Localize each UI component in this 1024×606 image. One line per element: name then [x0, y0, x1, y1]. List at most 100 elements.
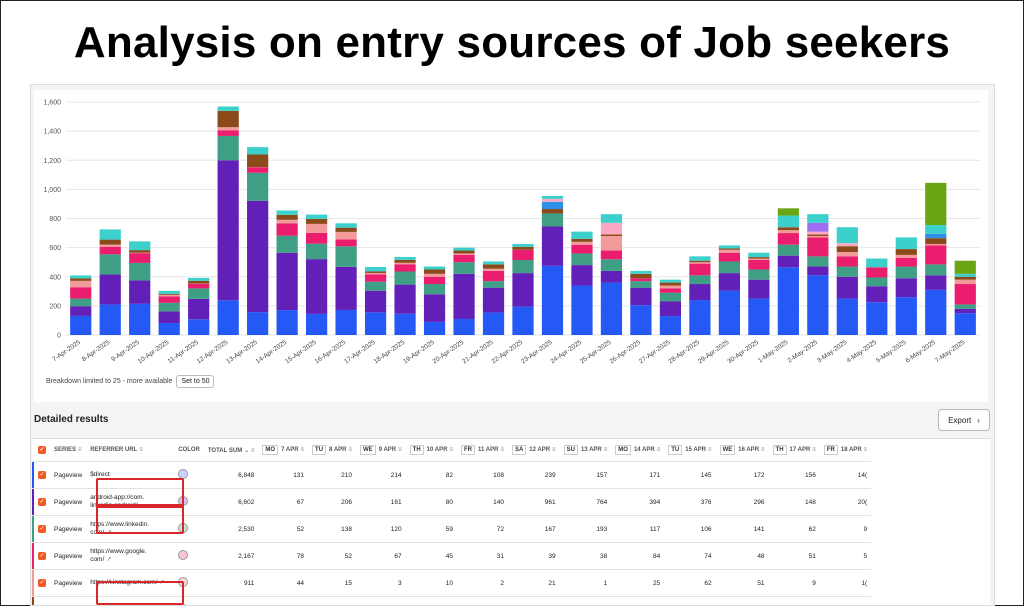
- day-value-cell: 145: [664, 461, 716, 489]
- day-column-header[interactable]: MO 7 APR ≡: [258, 439, 309, 462]
- bar-segment: [718, 249, 741, 253]
- page-title: Analysis on entry sources of Job seekers: [73, 18, 951, 67]
- bar-segment: [129, 241, 151, 251]
- x-tick-label: 13-Apr-2025: [225, 339, 259, 366]
- bar-segment: [866, 277, 888, 287]
- bar-segment: [925, 182, 947, 226]
- day-column-header[interactable]: SA 12 APR ≡: [507, 439, 560, 462]
- day-value-cell: 78: [258, 542, 309, 570]
- bar-segment: [364, 271, 387, 273]
- day-column-header[interactable]: SU 13 APR ≡: [559, 439, 612, 462]
- bar-segment: [129, 253, 151, 263]
- color-cell[interactable]: [174, 461, 204, 489]
- select-all-checkbox[interactable]: ✓: [34, 439, 50, 462]
- series-column-header[interactable]: SERIES ≡: [50, 439, 87, 462]
- bar-segment: [807, 235, 829, 238]
- bar-segment: [305, 232, 328, 244]
- row-checkbox[interactable]: ✓: [34, 488, 50, 516]
- day-value-cell: 117: [611, 515, 665, 543]
- day-value-cell: 214: [356, 461, 406, 489]
- day-value-cell: 148: [768, 488, 820, 516]
- bar-segment: [188, 277, 210, 281]
- day-value-cell: 172: [715, 461, 769, 489]
- day-column-header[interactable]: FR 11 APR ≡: [456, 439, 508, 462]
- bar-segment: [247, 154, 269, 168]
- day-column-header[interactable]: TH 17 APR ≡: [768, 439, 820, 462]
- bar-segment: [453, 254, 475, 263]
- day-value-cell: 15: [308, 569, 357, 597]
- x-tick-label: 21-Apr-2025: [461, 339, 495, 366]
- day-value-cell: 74: [664, 542, 716, 570]
- bar-segment: [807, 231, 829, 235]
- bar-segment: [70, 280, 92, 288]
- day-column-header[interactable]: WE 16 APR ≡: [715, 439, 769, 462]
- row-checkbox[interactable]: ✓: [34, 515, 50, 543]
- row-checkbox[interactable]: ✓: [34, 542, 50, 570]
- day-column-header[interactable]: WE 9 APR ≡: [356, 439, 406, 462]
- row-color-bar-header: [32, 439, 34, 462]
- bar-segment: [129, 250, 151, 253]
- day-value-cell: 52: [308, 542, 357, 570]
- export-button[interactable]: Export ›: [938, 409, 990, 431]
- day-column-header[interactable]: TH 10 APR ≡: [405, 439, 457, 462]
- referrer-url-cell[interactable]: http://lnkd.in/ ↗: [86, 596, 175, 605]
- bar-segment: [689, 256, 711, 261]
- x-tick-label: 7-May-2025: [934, 339, 967, 365]
- day-value-cell: 67: [356, 542, 406, 570]
- day-column-header[interactable]: MO 14 APR ≡: [611, 439, 665, 462]
- bar-segment: [188, 288, 210, 299]
- x-tick-label: 7-Apr-2025: [51, 339, 82, 364]
- table-row[interactable]: ✓ Pageview https://www.google. com/ ↗ 2,167…: [32, 542, 872, 570]
- bar-segment: [748, 252, 770, 258]
- day-value-cell: 140: [456, 488, 508, 516]
- series-cell: Pageview: [50, 515, 87, 543]
- set-to-50-button[interactable]: Set to 50: [176, 375, 215, 388]
- total-sum-column-header[interactable]: TOTAL SUM ⌄ ≡: [203, 439, 259, 462]
- filter-icon: ≡: [300, 447, 305, 453]
- day-value-cell: 120: [356, 515, 406, 543]
- bar-segment: [718, 245, 741, 249]
- bar-segment: [99, 229, 121, 240]
- day-value-cell: 21: [507, 569, 560, 597]
- day-value-cell: 210: [308, 461, 357, 489]
- sort-down-icon: ⌄ ≡: [244, 447, 255, 454]
- day-value-cell: 84: [611, 542, 665, 570]
- day-column-header[interactable]: TU 8 APR ≡: [308, 439, 357, 462]
- filter-icon: ≡: [552, 447, 556, 453]
- x-tick-label: 17-Apr-2025: [343, 339, 377, 366]
- table-row[interactable]: ✓ Pageview https://l.instagram.com/ ↗ 911 44…: [32, 569, 872, 597]
- row-checkbox[interactable]: ✓: [34, 569, 50, 597]
- bar-segment: [158, 296, 180, 303]
- series-cell: Pageview: [50, 596, 87, 605]
- table-row[interactable]: ✓ Pageview $direct 6,848 131 210 214 82 108 239 15…: [32, 461, 872, 489]
- row-color-bar: [32, 488, 34, 516]
- day-value-cell: 3: [356, 569, 406, 597]
- x-tick-label: 24-Apr-2025: [549, 339, 583, 366]
- x-tick-label: 14-Apr-2025: [255, 339, 289, 366]
- results-table-container[interactable]: ✓ SERIES ≡ REFERRER URL ≡ COLOR TOTAL SUM ⌄…: [32, 438, 990, 605]
- bar-segment: [689, 275, 711, 285]
- color-cell[interactable]: [174, 569, 204, 597]
- bar-segment: [423, 273, 446, 277]
- color-cell[interactable]: [174, 542, 204, 570]
- referrer-column-header[interactable]: REFERRER URL ≡: [86, 439, 175, 462]
- bar-segment: [895, 254, 917, 258]
- bar-segment: [335, 246, 357, 267]
- day-column-header[interactable]: FR 18 APR ≡: [819, 439, 872, 462]
- y-tick-label: 200: [49, 303, 61, 310]
- referrer-url-cell[interactable]: https://www.google. com/ ↗: [86, 542, 175, 570]
- day-column-header[interactable]: TU 15 APR ≡: [664, 439, 716, 462]
- x-tick-label: 20-Apr-2025: [432, 339, 466, 366]
- filter-icon: ≡: [398, 447, 402, 453]
- referrer-url-cell: $direct: [86, 461, 175, 489]
- row-checkbox[interactable]: ✓: [34, 596, 50, 605]
- bar-segment: [482, 264, 505, 269]
- row-checkbox[interactable]: ✓: [34, 461, 50, 489]
- bar-segment: [217, 130, 239, 136]
- bar-segment: [423, 266, 446, 270]
- bar-segment: [895, 237, 917, 250]
- bar-segment: [453, 262, 475, 274]
- x-tick-label: 8-Apr-2025: [81, 339, 112, 364]
- table-row[interactable]: ✓ Pageview https://www.linkedin. com/ ↗ 2,5…: [32, 515, 872, 543]
